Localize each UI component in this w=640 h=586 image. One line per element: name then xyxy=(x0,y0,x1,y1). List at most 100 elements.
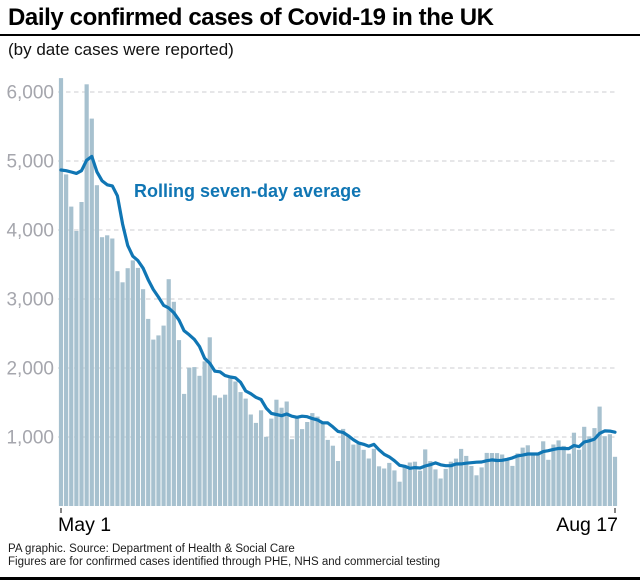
daily-case-bar xyxy=(556,440,561,506)
daily-case-bar xyxy=(115,271,120,506)
daily-case-bar xyxy=(351,444,356,506)
daily-case-bar xyxy=(346,436,351,506)
daily-case-bar xyxy=(166,279,171,506)
y-tick-label: 1,000 xyxy=(6,428,54,449)
daily-case-bar xyxy=(79,202,84,506)
daily-case-bar xyxy=(494,453,500,506)
daily-case-bar xyxy=(202,361,207,506)
daily-case-bar xyxy=(474,475,479,506)
y-tick-label: 2,000 xyxy=(6,359,54,380)
daily-case-bar xyxy=(361,449,366,506)
daily-case-bar xyxy=(335,461,341,506)
daily-case-bar xyxy=(135,267,141,506)
daily-case-bar xyxy=(161,325,166,506)
daily-case-bar xyxy=(120,282,125,506)
daily-case-bar xyxy=(525,445,530,506)
title-rule xyxy=(0,34,640,36)
chart-title: Daily confirmed cases of Covid-19 in the… xyxy=(8,4,494,31)
daily-case-bar xyxy=(94,185,100,506)
daily-case-bar xyxy=(299,429,305,506)
daily-case-bar xyxy=(243,398,248,506)
daily-case-bar xyxy=(423,449,428,506)
daily-case-bar xyxy=(233,381,238,506)
daily-case-bar xyxy=(535,454,541,506)
rolling-average-line xyxy=(59,154,617,470)
daily-case-bar xyxy=(546,459,551,506)
daily-case-bar xyxy=(125,268,130,506)
daily-case-bar xyxy=(443,468,448,506)
footnote: Figures are for confirmed cases identifi… xyxy=(8,556,441,568)
daily-case-bar xyxy=(387,462,392,506)
daily-case-bar xyxy=(140,289,146,506)
daily-case-bar xyxy=(376,466,382,506)
daily-case-bar xyxy=(571,432,577,506)
daily-case-bar xyxy=(566,453,571,506)
daily-case-bar xyxy=(489,453,494,506)
y-tick-label: 6,000 xyxy=(6,83,54,104)
daily-case-bar xyxy=(356,443,361,506)
daily-case-bar xyxy=(197,375,202,506)
daily-case-bar xyxy=(464,455,469,506)
daily-case-bar xyxy=(69,206,74,506)
daily-case-bar xyxy=(438,478,443,506)
daily-case-bar xyxy=(253,422,259,506)
daily-cases-bars xyxy=(58,78,618,507)
x-tick-label: Aug 17 xyxy=(556,514,618,536)
daily-case-bar xyxy=(392,470,397,506)
daily-case-bar xyxy=(99,237,105,506)
daily-case-bar xyxy=(607,434,612,506)
daily-case-bar xyxy=(284,401,289,506)
daily-case-bar xyxy=(330,445,335,506)
daily-case-bar xyxy=(612,456,618,506)
daily-case-bar xyxy=(412,461,418,506)
daily-case-bar xyxy=(207,337,212,506)
daily-case-bar xyxy=(248,414,253,506)
daily-case-bar xyxy=(74,231,79,506)
daily-case-bar xyxy=(217,397,223,506)
daily-case-bar xyxy=(176,340,182,506)
daily-case-bar xyxy=(541,441,546,506)
daily-case-bar xyxy=(520,447,525,506)
daily-case-bar xyxy=(315,416,320,506)
chart-svg: 1,000 2,000 3,000 4,000 5,000 6,000 May 1 Aug 1… xyxy=(6,78,618,536)
daily-case-bar xyxy=(587,436,592,506)
daily-case-bar xyxy=(89,118,94,506)
daily-case-bar xyxy=(279,407,284,506)
daily-case-bar xyxy=(223,394,228,506)
daily-case-bar xyxy=(305,422,310,506)
daily-case-bar xyxy=(407,462,412,506)
daily-case-bar xyxy=(192,367,197,506)
daily-case-bar xyxy=(258,410,264,506)
source-credit: PA graphic. Source: Department of Health… xyxy=(8,543,295,555)
daily-case-bar xyxy=(448,461,453,506)
daily-case-bar xyxy=(402,465,407,506)
daily-case-bar xyxy=(576,449,582,506)
daily-case-bar xyxy=(453,458,459,506)
daily-case-bar xyxy=(58,78,64,506)
daily-case-bar xyxy=(515,453,520,506)
daily-case-bar xyxy=(561,445,566,506)
daily-case-bar xyxy=(597,406,602,506)
daily-case-bar xyxy=(294,417,300,506)
daily-case-bar xyxy=(428,461,433,506)
daily-case-bar xyxy=(530,452,536,506)
daily-case-bar xyxy=(64,174,69,506)
daily-case-bar xyxy=(505,458,510,506)
chart-area: 1,000 2,000 3,000 4,000 5,000 6,000 May 1 Aug 1… xyxy=(0,66,640,536)
y-tick-label: 5,000 xyxy=(6,152,54,173)
daily-case-bar xyxy=(479,467,484,506)
daily-case-bar xyxy=(310,413,315,506)
daily-case-bar xyxy=(320,421,325,506)
daily-case-bar xyxy=(382,468,387,506)
daily-case-bar xyxy=(212,395,217,506)
gridlines: 1,000 2,000 3,000 4,000 5,000 6,000 xyxy=(6,83,618,449)
daily-case-bar xyxy=(484,452,489,506)
x-tick-label: May 1 xyxy=(58,514,111,536)
chart-subtitle: (by date cases were reported) xyxy=(8,40,234,59)
y-tick-label: 4,000 xyxy=(6,221,54,242)
daily-case-bar xyxy=(325,439,330,506)
daily-case-bar xyxy=(289,439,294,506)
daily-case-bar xyxy=(417,470,423,506)
y-tick-label: 3,000 xyxy=(6,290,54,311)
daily-case-bar xyxy=(238,392,243,506)
